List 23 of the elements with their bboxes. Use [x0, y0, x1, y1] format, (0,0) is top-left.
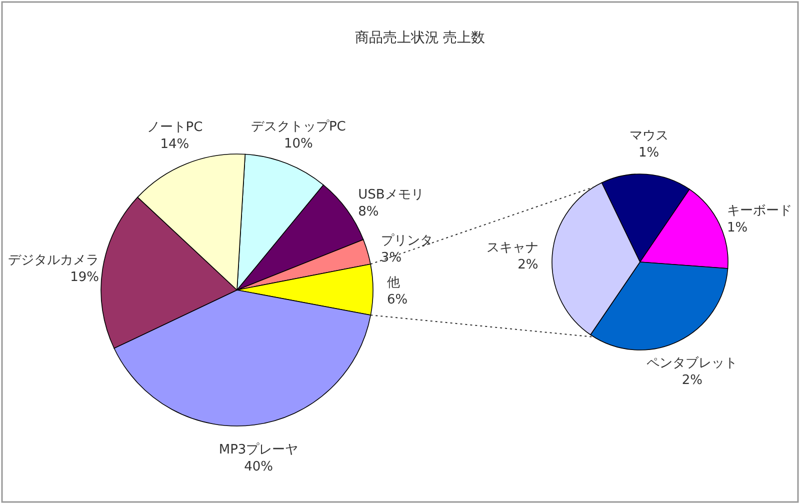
data-label: 1%: [727, 220, 748, 236]
slice-label: キーボード: [727, 204, 792, 219]
slice-label: MP3プレーヤ: [218, 442, 298, 458]
data-label: 2%: [518, 258, 538, 272]
slice-label: マウス: [629, 128, 668, 144]
data-label: 1%: [638, 145, 660, 160]
data-label: 3%: [380, 250, 402, 266]
data-label: 6%: [387, 292, 408, 308]
chart-title: 商品売上状況 売上数: [354, 30, 486, 46]
slice-label: プリンタ: [380, 234, 433, 249]
data-label: 19%: [70, 270, 99, 285]
data-label: 2%: [682, 373, 703, 388]
slice-label: デスクトップPC: [250, 120, 346, 135]
data-label: 8%: [358, 204, 379, 220]
slice-label: 他: [387, 276, 400, 291]
slice-label: ペンタブレット: [646, 356, 738, 372]
slice-label: ノートPC: [146, 120, 203, 135]
slice-label: USBメモリ: [358, 187, 424, 202]
data-label: 40%: [244, 460, 273, 475]
data-label: 14%: [160, 136, 190, 152]
data-label: 10%: [284, 136, 313, 152]
slice-label: スキャナ: [486, 240, 538, 256]
slice-label: デジタルカメラ: [8, 252, 99, 268]
